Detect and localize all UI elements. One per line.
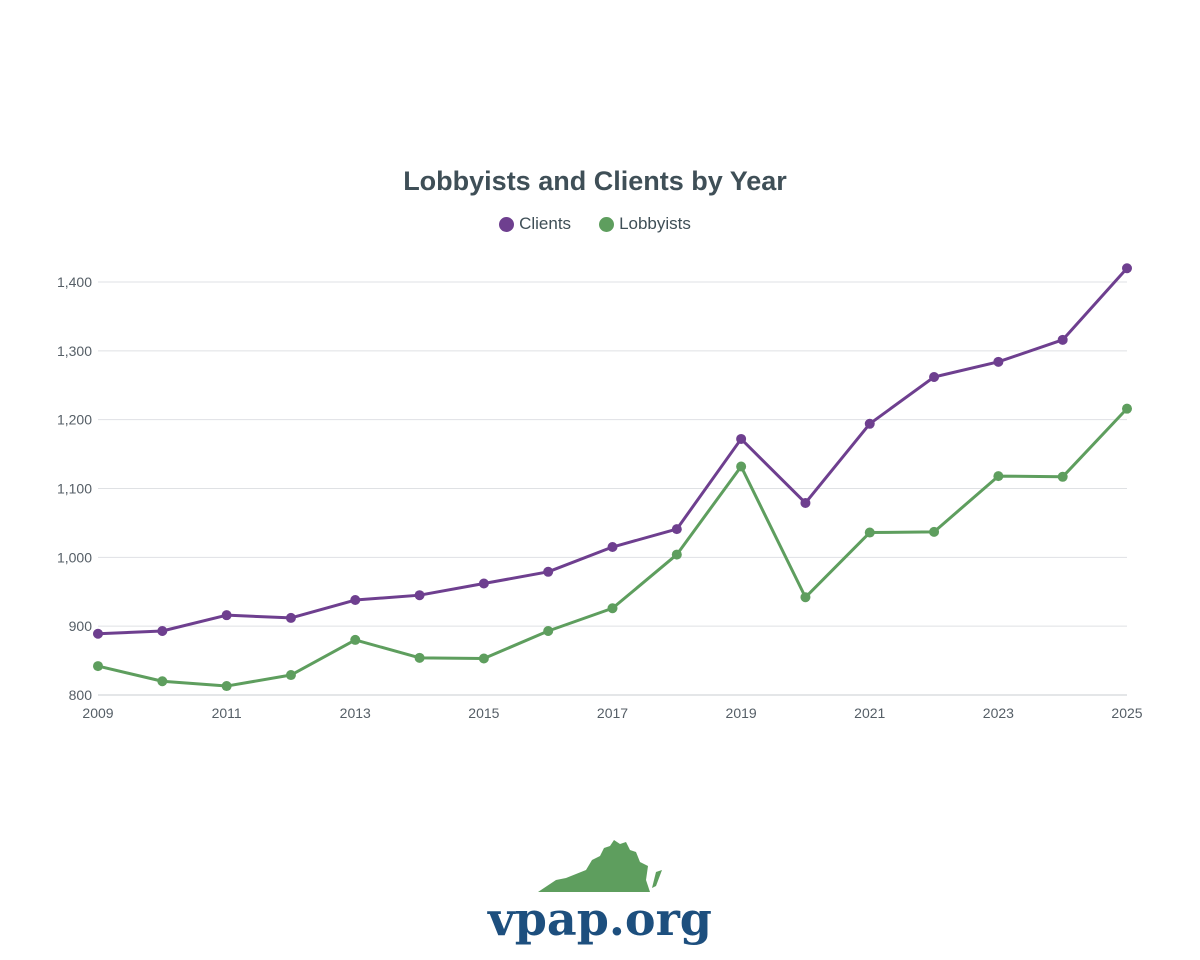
data-point-lobbyists[interactable] [285,670,296,681]
data-point-lobbyists[interactable] [1122,403,1132,414]
data-point-clients[interactable] [221,610,232,621]
data-point-lobbyists[interactable] [671,549,682,560]
virginia-state-icon [538,840,662,892]
data-point-clients[interactable] [414,590,425,601]
data-point-clients[interactable] [350,595,361,606]
data-point-clients[interactable] [607,542,618,553]
legend: Clients Lobbyists [0,214,1190,234]
legend-marker-lobbyists [599,216,615,232]
data-point-lobbyists[interactable] [93,661,103,672]
y-tick-label: 1,100 [57,481,92,497]
data-point-clients[interactable] [1122,263,1132,274]
data-point-clients[interactable] [1057,334,1068,345]
data-point-lobbyists[interactable] [478,653,489,664]
x-tick-label: 2025 [1111,705,1142,721]
data-point-clients[interactable] [93,628,103,639]
series-line-clients [97,267,1129,636]
x-tick-label: 2011 [212,705,242,721]
data-point-lobbyists[interactable] [864,527,875,538]
plot-area: 800 900 1,000 1,100 1,200 1,300 1,400 2009 2011 2… [57,263,1143,721]
data-point-clients[interactable] [864,418,875,429]
x-tick-label: 2017 [597,705,628,721]
data-point-lobbyists[interactable] [414,652,425,663]
x-tick-label: 2019 [726,705,757,721]
data-point-lobbyists[interactable] [736,461,747,472]
y-tick-label: 1,000 [57,549,92,565]
data-point-lobbyists[interactable] [1057,471,1068,482]
x-tick-label: 2009 [82,705,113,721]
y-tick-label: 800 [69,687,93,703]
data-point-clients[interactable] [800,497,811,508]
y-tick-label: 900 [69,618,93,634]
legend-label-lobbyists: Lobbyists [619,214,691,233]
x-tick-label: 2021 [854,705,885,721]
data-point-lobbyists[interactable] [157,676,168,687]
data-point-lobbyists[interactable] [800,592,811,603]
x-tick-label: 2023 [983,705,1014,721]
data-point-clients[interactable] [157,625,168,636]
legend-label-clients: Clients [519,214,572,233]
vpap-logo [538,840,662,892]
data-point-clients[interactable] [478,578,489,589]
legend-item-lobbyists[interactable]: Lobbyists [599,214,691,234]
x-tick-label: 2015 [468,705,499,721]
x-tick-label: 2013 [340,705,371,721]
data-point-clients[interactable] [543,566,554,577]
y-tick-label: 1,200 [57,412,92,428]
logo-text: vpap.org [488,892,712,946]
y-tick-label: 1,300 [57,343,92,359]
legend-item-clients[interactable]: Clients [499,214,571,234]
y-tick-label: 1,400 [57,274,92,290]
data-point-lobbyists[interactable] [993,471,1004,482]
data-point-clients[interactable] [285,612,296,623]
data-point-clients[interactable] [671,524,682,535]
data-point-lobbyists[interactable] [350,634,361,645]
data-point-clients[interactable] [929,371,940,382]
data-point-clients[interactable] [736,433,747,444]
data-point-lobbyists[interactable] [929,526,940,537]
data-point-lobbyists[interactable] [543,625,554,636]
legend-marker-clients [499,216,515,232]
chart-title: Lobbyists and Clients by Year [403,166,787,196]
chart-container: Lobbyists and Clients by Year Clients Lo… [0,166,1190,721]
data-point-lobbyists[interactable] [221,681,232,692]
data-point-lobbyists[interactable] [607,603,618,614]
data-point-clients[interactable] [993,356,1004,367]
